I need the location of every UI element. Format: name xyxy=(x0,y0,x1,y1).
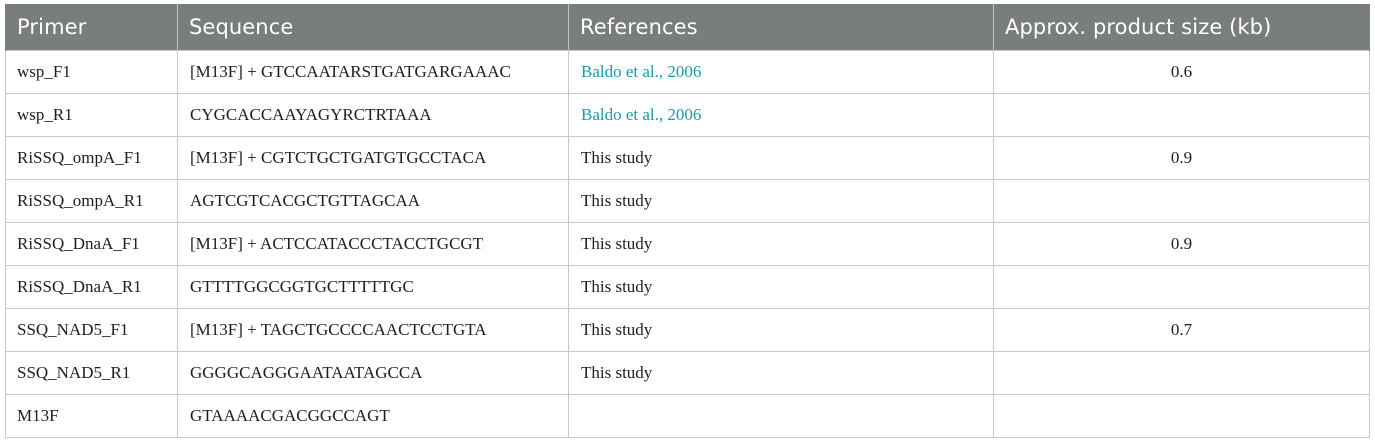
header-row: Primer Sequence References Approx. produ… xyxy=(5,4,1370,51)
reference-text: This study xyxy=(581,191,653,210)
reference-text: This study xyxy=(581,363,653,382)
cell-sequence: CYGCACCAAYAGYRCTRTAAA xyxy=(177,93,569,137)
reference-link[interactable]: Baldo et al., 2006 xyxy=(581,62,702,81)
header-references: References xyxy=(568,4,994,51)
table-header: Primer Sequence References Approx. produ… xyxy=(5,4,1370,51)
header-product-size: Approx. product size (kb) xyxy=(993,4,1370,51)
cell-product-size: 0.6 xyxy=(993,50,1370,94)
cell-reference: This study xyxy=(568,222,994,266)
cell-primer: RiSSQ_DnaA_R1 xyxy=(5,265,178,309)
cell-sequence: GTAAAACGACGGCCAGT xyxy=(177,394,569,438)
primer-table: Primer Sequence References Approx. produ… xyxy=(5,4,1370,438)
cell-reference: This study xyxy=(568,308,994,352)
reference-link[interactable]: Baldo et al., 2006 xyxy=(581,105,702,124)
cell-reference: Baldo et al., 2006 xyxy=(568,93,994,137)
reference-text: This study xyxy=(581,148,653,167)
cell-sequence: [M13F] + CGTCTGCTGATGTGCCTACA xyxy=(177,136,569,180)
header-sequence: Sequence xyxy=(177,4,569,51)
cell-product-size: 0.7 xyxy=(993,308,1370,352)
reference-text: This study xyxy=(581,277,653,296)
cell-sequence: GTTTTGGCGGTGCTTTTTGC xyxy=(177,265,569,309)
table-body: wsp_F1 [M13F] + GTCCAATARSTGATGARGAAAC B… xyxy=(5,50,1370,438)
cell-product-size: 0.9 xyxy=(993,136,1370,180)
table-row: RiSSQ_ompA_R1 AGTCGTCACGCTGTTAGCAA This … xyxy=(5,179,1370,223)
cell-sequence: [M13F] + TAGCTGCCCCAACTCCTGTA xyxy=(177,308,569,352)
cell-product-size xyxy=(993,93,1370,137)
cell-primer: RiSSQ_ompA_F1 xyxy=(5,136,178,180)
table-row: SSQ_NAD5_F1 [M13F] + TAGCTGCCCCAACTCCTGT… xyxy=(5,308,1370,352)
cell-product-size xyxy=(993,265,1370,309)
cell-reference: Baldo et al., 2006 xyxy=(568,50,994,94)
cell-product-size xyxy=(993,351,1370,395)
cell-primer: wsp_R1 xyxy=(5,93,178,137)
cell-reference xyxy=(568,394,994,438)
cell-sequence: GGGGCAGGGAATAATAGCCA xyxy=(177,351,569,395)
table-row: SSQ_NAD5_R1 GGGGCAGGGAATAATAGCCA This st… xyxy=(5,351,1370,395)
cell-reference: This study xyxy=(568,136,994,180)
table-row: wsp_F1 [M13F] + GTCCAATARSTGATGARGAAAC B… xyxy=(5,50,1370,94)
cell-primer: RiSSQ_ompA_R1 xyxy=(5,179,178,223)
header-primer: Primer xyxy=(5,4,178,51)
table-row: RiSSQ_DnaA_F1 [M13F] + ACTCCATACCCTACCTG… xyxy=(5,222,1370,266)
cell-primer: wsp_F1 xyxy=(5,50,178,94)
cell-primer: SSQ_NAD5_R1 xyxy=(5,351,178,395)
cell-primer: M13F xyxy=(5,394,178,438)
table-row: RiSSQ_DnaA_R1 GTTTTGGCGGTGCTTTTTGC This … xyxy=(5,265,1370,309)
primer-table-container: Primer Sequence References Approx. produ… xyxy=(5,4,1370,438)
cell-reference: This study xyxy=(568,179,994,223)
cell-reference: This study xyxy=(568,265,994,309)
cell-product-size xyxy=(993,394,1370,438)
reference-text: This study xyxy=(581,320,653,339)
cell-sequence: [M13F] + ACTCCATACCCTACCTGCGT xyxy=(177,222,569,266)
cell-product-size xyxy=(993,179,1370,223)
cell-sequence: AGTCGTCACGCTGTTAGCAA xyxy=(177,179,569,223)
cell-primer: RiSSQ_DnaA_F1 xyxy=(5,222,178,266)
table-row: M13F GTAAAACGACGGCCAGT xyxy=(5,394,1370,438)
cell-sequence: [M13F] + GTCCAATARSTGATGARGAAAC xyxy=(177,50,569,94)
table-row: RiSSQ_ompA_F1 [M13F] + CGTCTGCTGATGTGCCT… xyxy=(5,136,1370,180)
cell-product-size: 0.9 xyxy=(993,222,1370,266)
cell-reference: This study xyxy=(568,351,994,395)
reference-text: This study xyxy=(581,234,653,253)
table-row: wsp_R1 CYGCACCAAYAGYRCTRTAAA Baldo et al… xyxy=(5,93,1370,137)
cell-primer: SSQ_NAD5_F1 xyxy=(5,308,178,352)
